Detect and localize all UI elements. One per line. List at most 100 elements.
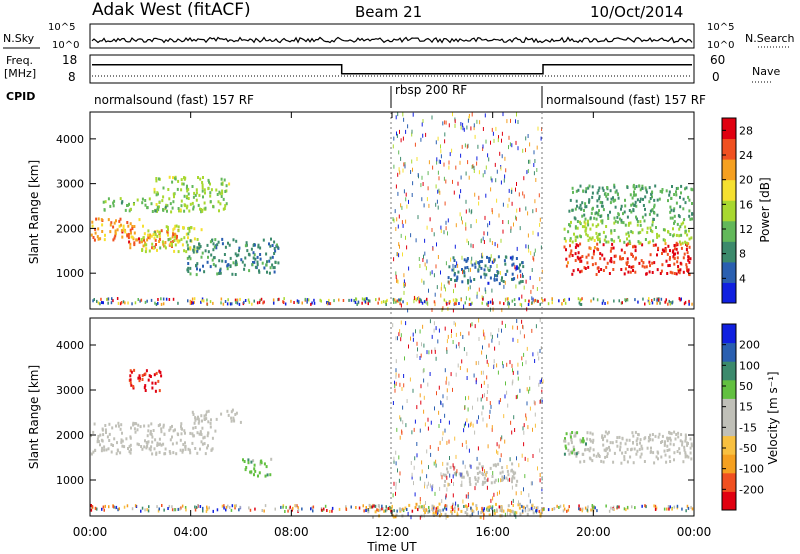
- data-cell: [654, 184, 657, 188]
- data-cell: [652, 218, 655, 221]
- data-cell: [614, 198, 617, 202]
- data-cell: [463, 428, 465, 433]
- data-cell: [142, 244, 145, 248]
- data-cell: [517, 370, 519, 375]
- data-cell: [589, 446, 592, 450]
- data-cell: [509, 509, 512, 513]
- data-cell: [474, 192, 476, 197]
- data-cell: [465, 494, 467, 499]
- data-cell: [133, 427, 136, 431]
- data-cell: [505, 168, 507, 173]
- data-cell: [258, 471, 261, 475]
- data-cell: [501, 320, 503, 325]
- data-cell: [202, 509, 204, 513]
- data-cell: [331, 506, 334, 510]
- data-cell: [602, 437, 605, 440]
- data-cell: [259, 298, 261, 302]
- data-cell: [591, 195, 594, 199]
- colorbar-swatch: [722, 220, 736, 242]
- data-cell: [390, 509, 392, 513]
- data-cell: [516, 325, 518, 330]
- data-cell: [507, 203, 509, 208]
- data-cell: [209, 300, 212, 304]
- data-cell: [415, 297, 417, 301]
- data-cell: [416, 157, 418, 161]
- data-cell: [99, 443, 101, 447]
- data-cell: [588, 200, 590, 204]
- data-cell: [595, 224, 598, 228]
- data-cell: [501, 466, 504, 470]
- data-cell: [619, 445, 622, 449]
- data-cell: [532, 285, 534, 290]
- data-cell: [482, 417, 484, 422]
- data-cell: [201, 251, 204, 255]
- data-cell: [551, 507, 554, 511]
- data-cell: [618, 435, 621, 439]
- data-cell: [462, 460, 464, 465]
- freq-label-line2: [MHz]: [4, 67, 36, 80]
- data-cell: [507, 478, 510, 482]
- data-cell: [490, 481, 493, 485]
- data-cell: [452, 502, 454, 506]
- data-cell: [491, 338, 493, 343]
- data-cell: [676, 222, 679, 226]
- data-cell: [445, 380, 447, 385]
- data-cell: [484, 264, 487, 268]
- data-cell: [569, 244, 571, 248]
- data-cell: [570, 220, 572, 224]
- time-axis-label: Time UT: [366, 540, 417, 554]
- data-cell: [540, 245, 542, 250]
- data-cell: [476, 479, 479, 483]
- data-cell: [454, 283, 456, 288]
- data-cell: [162, 423, 165, 427]
- data-cell: [148, 236, 151, 240]
- data-cell: [395, 184, 397, 189]
- data-cell: [623, 240, 626, 244]
- data-cell: [606, 261, 609, 265]
- data-cell: [333, 299, 335, 303]
- data-cell: [616, 436, 619, 440]
- data-cell: [581, 507, 584, 511]
- data-cell: [605, 504, 607, 508]
- data-cell: [376, 508, 378, 512]
- data-cell: [630, 203, 633, 207]
- data-cell: [166, 231, 169, 235]
- data-cell: [454, 302, 456, 306]
- data-cell: [95, 217, 98, 221]
- data-cell: [639, 441, 641, 445]
- data-cell: [216, 508, 219, 512]
- data-cell: [459, 194, 461, 199]
- data-cell: [592, 297, 595, 301]
- data-cell: [416, 453, 418, 458]
- data-cell: [427, 382, 429, 387]
- data-cell: [138, 374, 141, 378]
- data-cell: [490, 176, 492, 181]
- data-cell: [144, 372, 147, 376]
- data-cell: [397, 279, 399, 284]
- data-cell: [470, 323, 472, 328]
- data-cell: [535, 509, 537, 513]
- data-cell: [100, 297, 102, 301]
- data-cell: [268, 271, 271, 275]
- data-cell: [164, 241, 167, 244]
- data-cell: [487, 153, 489, 158]
- data-cell: [145, 369, 148, 373]
- data-cell: [591, 256, 594, 260]
- data-cell: [230, 416, 233, 420]
- data-cell: [209, 425, 212, 429]
- data-cell: [623, 272, 626, 276]
- data-cell: [603, 434, 606, 438]
- data-cell: [294, 504, 296, 508]
- data-cell: [604, 455, 607, 459]
- data-cell: [658, 197, 661, 201]
- data-cell: [482, 297, 484, 301]
- data-cell: [426, 197, 428, 202]
- data-cell: [635, 217, 638, 221]
- data-cell: [614, 219, 617, 223]
- data-cell: [688, 302, 690, 306]
- data-cell: [523, 176, 525, 181]
- data-cell: [296, 504, 298, 508]
- data-cell: [473, 126, 475, 131]
- data-cell: [479, 260, 482, 264]
- data-cell: [533, 400, 535, 405]
